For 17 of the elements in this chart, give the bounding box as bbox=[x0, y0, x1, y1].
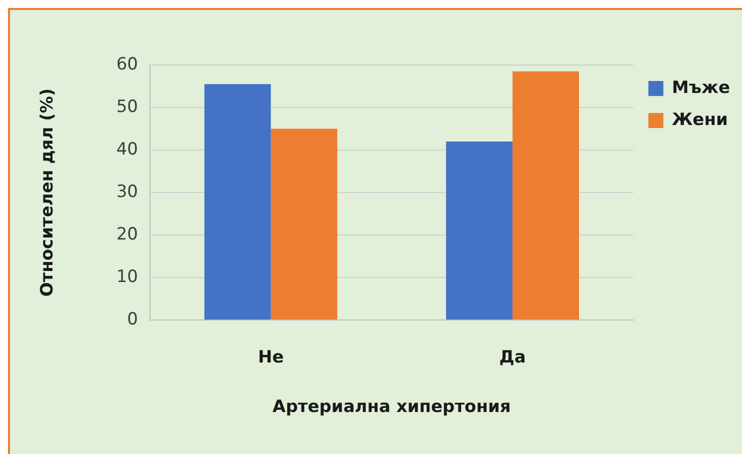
x-axis-title: Артериална хипертония bbox=[272, 397, 511, 418]
y-axis-title: Относителен дял (%) bbox=[38, 88, 58, 297]
bar bbox=[446, 142, 513, 320]
bar bbox=[512, 71, 579, 320]
y-tick-label: 0 bbox=[127, 309, 138, 330]
y-tick-label: 60 bbox=[116, 54, 138, 74]
legend-label: Мъже bbox=[672, 78, 730, 98]
y-tick-label: 10 bbox=[116, 266, 138, 287]
bar bbox=[204, 84, 271, 320]
y-tick-label: 50 bbox=[116, 96, 138, 117]
x-tick-label: Не bbox=[258, 348, 284, 368]
y-tick-label: 40 bbox=[116, 139, 138, 160]
y-tick-label: 20 bbox=[116, 224, 138, 244]
y-tick-label: 30 bbox=[116, 182, 138, 202]
legend-label: Жени bbox=[672, 110, 728, 130]
x-tick-label: Да bbox=[499, 348, 526, 368]
bar bbox=[270, 128, 338, 320]
